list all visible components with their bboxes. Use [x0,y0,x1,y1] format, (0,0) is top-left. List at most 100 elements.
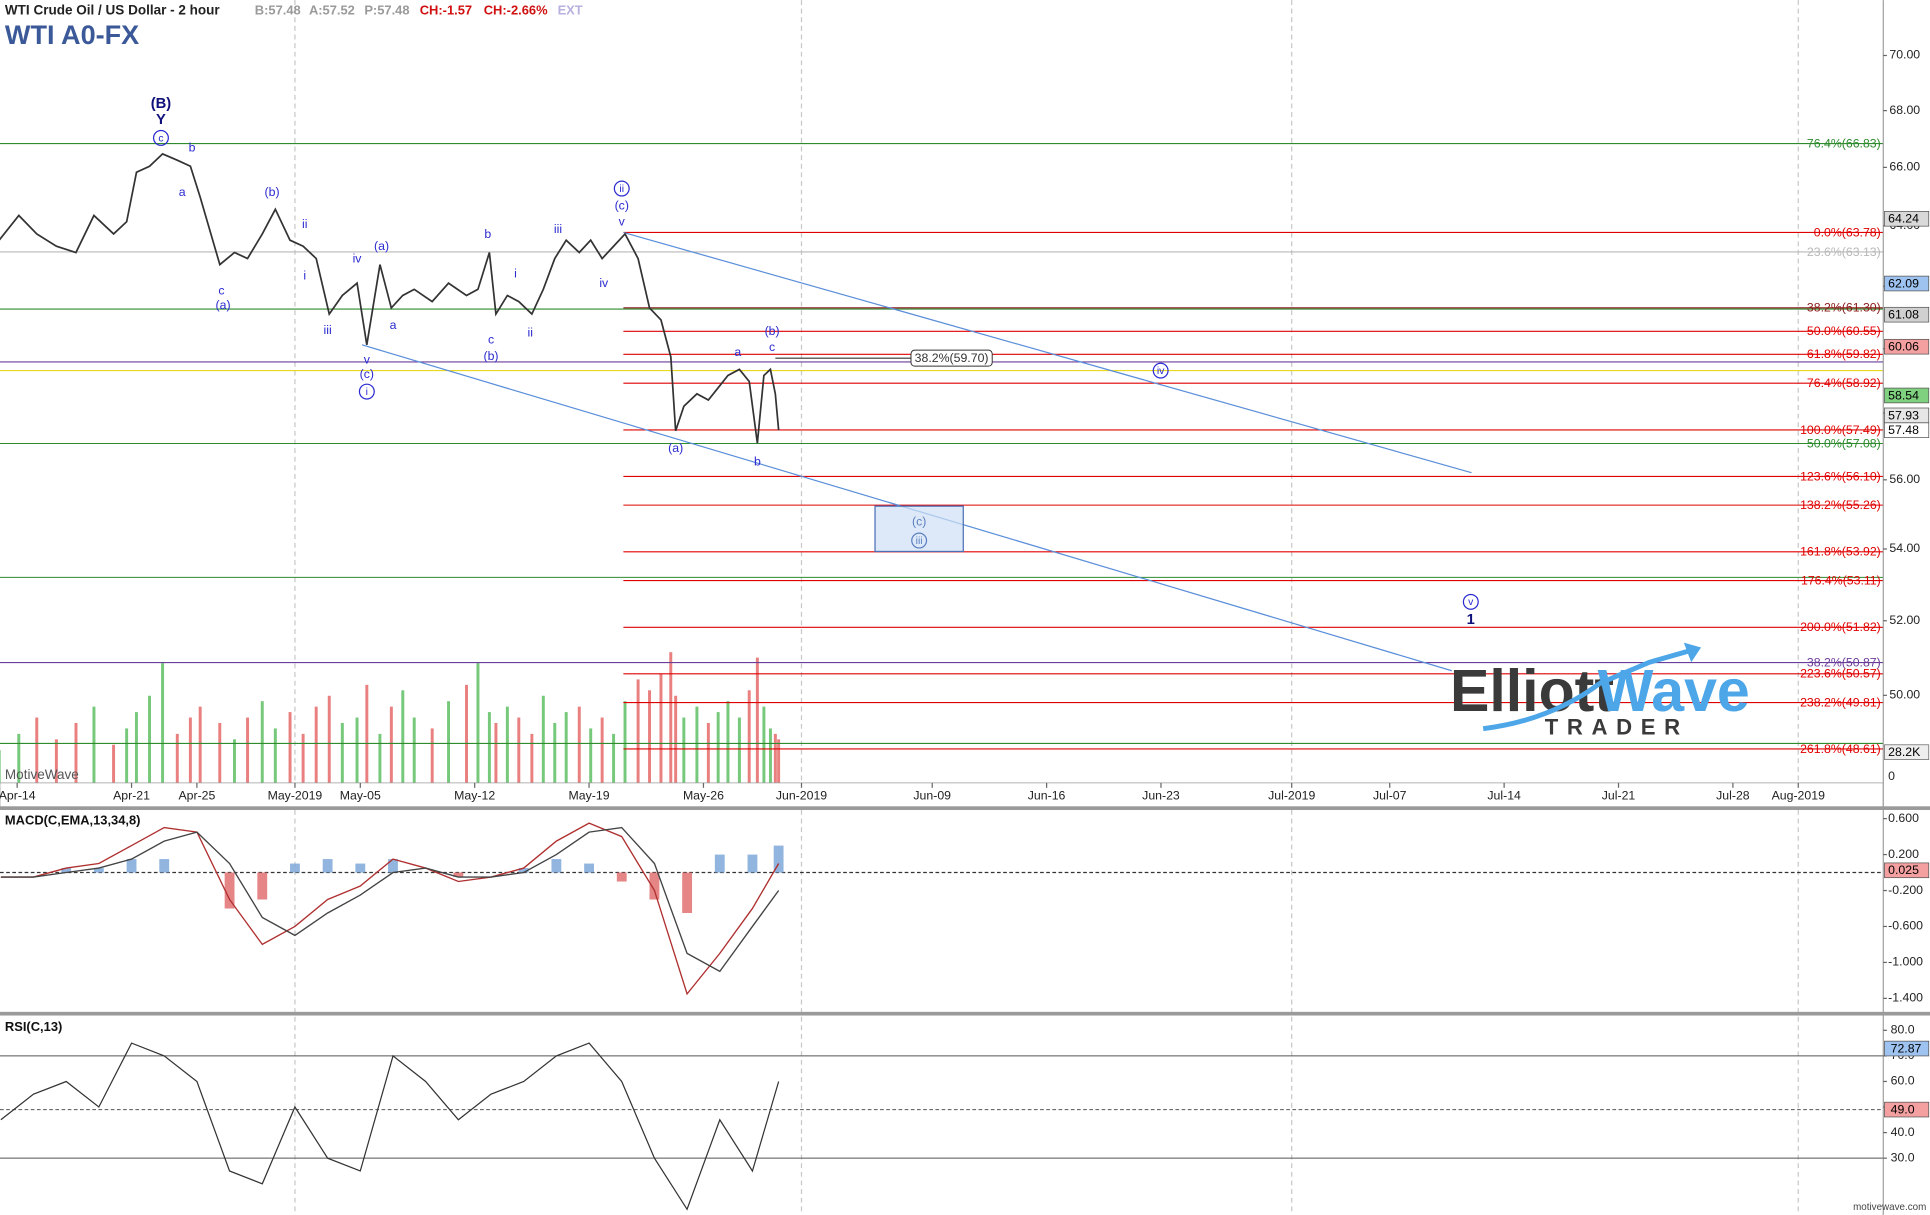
quote: CH:-1.57 [420,3,472,18]
wave-label: b [754,454,761,468]
price-tag [1884,338,1930,355]
quote: EXT [558,3,583,18]
y-tick-label: -1.000 [1888,955,1923,969]
price-line [0,152,780,444]
volume-bar [476,663,480,783]
volume-bar [695,706,699,783]
volume-bar [726,701,730,783]
volume-bar [682,717,686,783]
price-tag [1884,387,1930,404]
x-tick-label: Jul-07 [1373,789,1407,803]
x-tick-label: Jun-09 [913,789,951,803]
level-label: 238.2%(49.81) [1800,695,1881,709]
wave-circle [152,129,169,146]
wave-label: v [364,352,371,366]
x-axis-strip [0,782,1884,808]
trend-line [623,231,1472,474]
wave-label: (b) [265,185,280,199]
macd-hist [290,863,300,873]
logo-swoosh [1482,647,1694,732]
volume-bar [494,722,498,783]
y-tick-label: 50.00 [1889,688,1920,702]
volume-bar [218,722,222,783]
wave-label: a [390,318,397,332]
wave-label: b [189,141,196,155]
volume-bar [365,684,369,783]
price-tag [1884,211,1930,227]
rsi-line [0,1042,780,1211]
x-tick-label: May-05 [340,789,381,803]
level-box [910,349,993,367]
logo: Elliott Wave TRADER [1450,642,1750,740]
price-tag [1884,306,1930,323]
wave-label: iv [1157,366,1165,377]
wave-label: c [158,133,163,144]
volume-tag-label: 28.2K [1888,745,1921,759]
y-tick-label: -0.200 [1888,883,1923,897]
macd-tag-label: 0.025 [1888,863,1919,877]
y-tick-label: 52.00 [1889,613,1920,627]
y-tick-label: 54.00 [1889,541,1920,555]
wave-label: ii [619,184,624,195]
wave-label: (c) [360,367,374,381]
wave-label: iv [599,276,609,290]
wave-label: b [484,227,491,241]
wave-label: (c) [912,515,926,529]
volume-bar [288,712,292,783]
volume-bar [198,706,202,783]
x-tick-label: Jul-28 [1716,789,1750,803]
signal-line [0,826,780,973]
pane-title: RSI(C,13) [5,1019,62,1034]
volume-bar [412,717,416,783]
level-label: 123.6%(56.10) [1800,469,1881,483]
y-tick-label: 70.00 [1889,48,1920,62]
volume-bar [327,695,331,783]
macd-hist [682,872,693,913]
watermark: MotiveWave [5,767,79,782]
y-tick-label: 66.00 [1889,160,1920,174]
wave-label: i [303,269,306,283]
rsi-tag [1884,1101,1930,1118]
y-tick-label: 60.0 [1891,1074,1915,1088]
macd-hist [714,854,725,873]
x-tick-label: Apr-21 [113,789,150,803]
level-label: 76.4%(58.92) [1807,376,1881,390]
wave-label: a [734,345,741,359]
level-label: 0.0%(63.78) [1814,225,1881,239]
wave-circle [911,532,928,549]
macd-hist [453,872,464,878]
x-tick-label: May-2019 [268,789,323,803]
volume-bar [564,712,568,783]
level-label: 23.6%(63.13) [1807,245,1881,259]
y-tick-label: 56.00 [1889,472,1920,486]
wave-label: (b) [765,324,780,338]
wave-label: (B) [151,96,172,112]
level-label: 176.4%(53.11) [1801,573,1881,587]
x-tick-label: Jun-16 [1028,789,1066,803]
y-tick-label: 0.200 [1888,847,1919,861]
price-tag [1884,422,1930,438]
volume-bar [465,684,468,783]
volume-bar [487,712,491,783]
y-tick-label: -0.600 [1888,919,1923,933]
macd-hist [747,854,758,873]
volume-bar [246,717,250,783]
volume-bar [273,728,277,783]
quote: B:57.48 [255,3,301,18]
wave-label: c [769,340,775,354]
price-tag [1884,275,1930,292]
volume-bar [623,701,627,783]
volume-bar [92,706,96,783]
volume-bar [517,717,521,783]
volume-bar [340,722,344,783]
volume-bar [674,695,678,783]
level-label: 61.8%(59.82) [1807,347,1881,361]
x-tick-label: May-26 [683,789,724,803]
symbol: WTI A0-FX [5,19,139,50]
volume-bar [378,733,382,783]
y-tick-label: 40.0 [1891,1125,1915,1139]
level-label: 38.2%(59.70) [915,351,989,365]
macd-hist [649,872,660,900]
pane-divider [0,1011,1930,1016]
